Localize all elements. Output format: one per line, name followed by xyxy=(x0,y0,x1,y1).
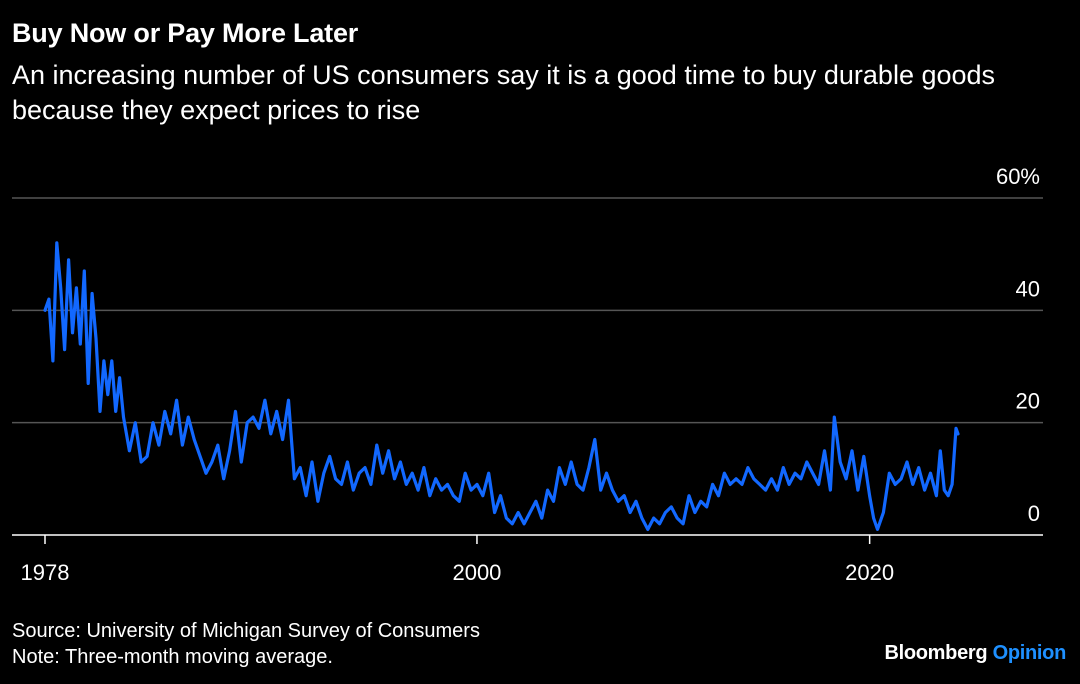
x-axis: 1978 2000 2020 xyxy=(12,534,1043,585)
y-tick-label-20: 20 xyxy=(1016,389,1040,414)
method-note: Note: Three-month moving average. xyxy=(12,646,333,668)
brand-product: Opinion xyxy=(992,642,1067,664)
gridlines xyxy=(12,197,1043,424)
footer-notes: Source: University of Michigan Survey of… xyxy=(12,618,480,670)
brand-logo: Bloomberg Opinion xyxy=(884,642,1066,665)
y-tick-label-40: 40 xyxy=(1016,276,1040,301)
x-tick-label-2000: 2000 xyxy=(452,560,501,585)
series-layer xyxy=(43,241,960,531)
y-tick-label-60: 60% xyxy=(996,164,1040,189)
chart-subtitle: An increasing number of US consumers say… xyxy=(12,60,996,125)
chart-title: Buy Now or Pay More Later xyxy=(12,18,359,48)
y-tick-label-0: 0 xyxy=(1028,501,1040,526)
brand-name: Bloomberg xyxy=(884,642,988,664)
y-axis-labels: 60% 40 20 0 xyxy=(996,164,1040,526)
x-tick-label-2020: 2020 xyxy=(845,560,894,585)
series-line xyxy=(43,241,960,531)
x-tick-label-1978: 1978 xyxy=(21,560,70,585)
source-note: Source: University of Michigan Survey of… xyxy=(12,620,480,642)
